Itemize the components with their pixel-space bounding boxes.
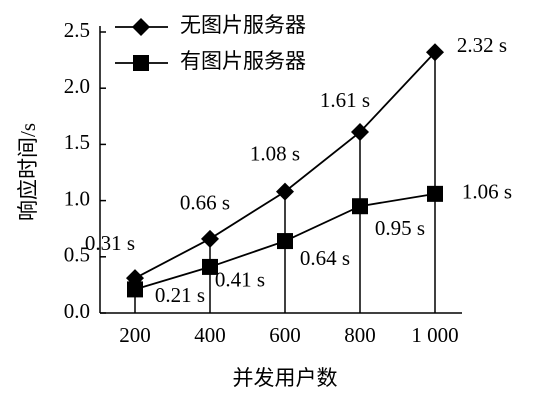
y-axis-label: 响应时间/s (16, 123, 40, 221)
data-label: 0.21 s (155, 283, 205, 307)
data-label: 0.31 s (85, 231, 135, 255)
data-label: 1.61 s (320, 88, 370, 112)
y-tick-label: 1.5 (64, 130, 90, 154)
x-tick-label: 1 000 (411, 323, 458, 347)
x-tick-label: 600 (269, 323, 301, 347)
legend-marker (133, 55, 149, 71)
x-axis-label: 并发用户数 (233, 366, 338, 390)
marker (277, 233, 293, 250)
data-label: 0.41 s (215, 268, 265, 292)
data-label: 1.06 s (462, 180, 512, 204)
y-tick-label: 2.0 (64, 74, 90, 98)
marker (276, 182, 294, 201)
x-tick-label: 800 (344, 323, 376, 347)
data-label: 0.95 s (375, 216, 425, 240)
data-label: 0.64 s (300, 246, 350, 270)
y-tick-label: 0.5 (64, 243, 90, 267)
legend-label: 无图片服务器 (180, 13, 306, 37)
y-tick-label: 0.0 (64, 299, 90, 323)
data-label: 0.66 s (180, 191, 230, 215)
marker (427, 185, 443, 202)
data-label: 2.32 s (457, 33, 507, 57)
marker (352, 198, 368, 215)
marker (201, 229, 219, 248)
marker (351, 123, 369, 142)
data-label: 1.08 s (250, 141, 300, 165)
marker (426, 43, 444, 62)
y-tick-label: 1.0 (64, 186, 90, 210)
legend-label: 有图片服务器 (180, 49, 306, 73)
x-tick-label: 200 (119, 323, 151, 347)
marker (202, 258, 218, 275)
y-tick-label: 2.5 (64, 18, 90, 42)
x-tick-label: 400 (194, 323, 226, 347)
legend-marker (132, 18, 150, 36)
marker (127, 281, 143, 298)
